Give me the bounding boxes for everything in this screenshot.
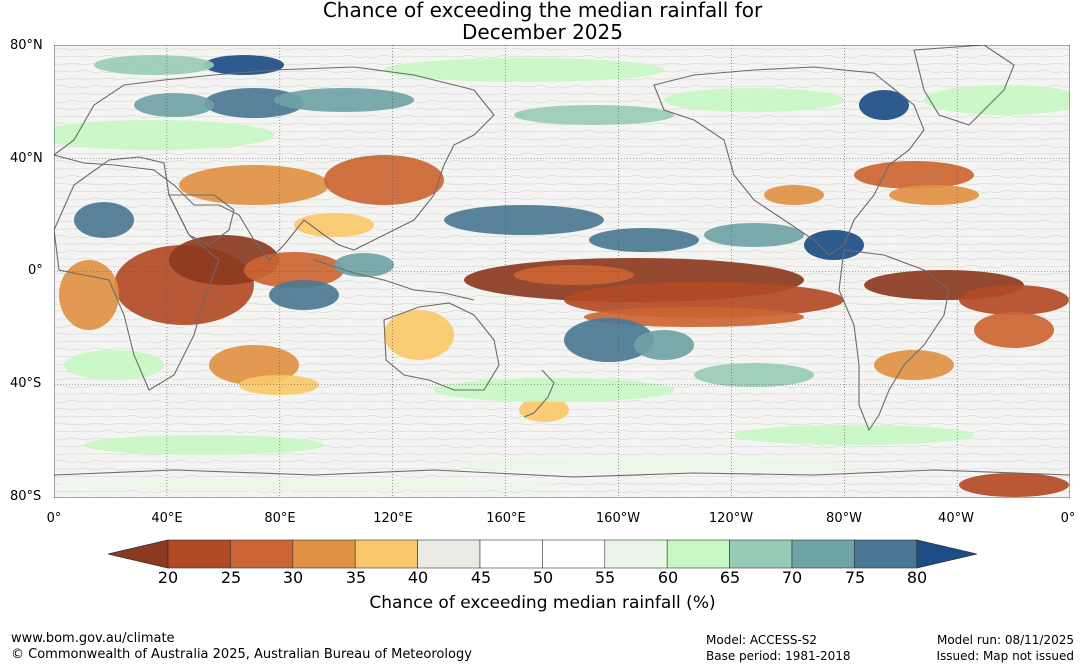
colorbar-tick: 70: [781, 568, 803, 587]
colorbar-segment: [791, 539, 855, 569]
antarctica-outline: [54, 469, 1070, 478]
lon-label-120e: 120°E: [373, 511, 413, 526]
colorbar-segment: [729, 539, 793, 569]
colorbar-tick: 50: [532, 568, 554, 587]
new-zealand-outline: [523, 369, 555, 418]
australia-outline: [383, 302, 500, 391]
footer-url: www.bom.gov.au/climate: [11, 631, 175, 646]
lon-label-360: 0°: [1060, 511, 1076, 526]
colorbar-tick: 65: [719, 568, 741, 587]
colorbar-extend-high: [916, 539, 977, 569]
footer-issued: Issued: Map not issued: [936, 649, 1074, 663]
footer-base-period: Base period: 1981-2018: [706, 649, 851, 663]
lon-label-80e: 80°E: [264, 511, 296, 526]
rainfall-map-canvas: [54, 45, 1070, 498]
colorbar-extend-low: [107, 539, 169, 569]
colorbar-tick: 30: [282, 568, 304, 587]
lat-label-40s: 40°S: [10, 376, 42, 391]
africa-outline: [54, 156, 220, 391]
map-title-line2: December 2025: [462, 20, 623, 44]
map-title-line1: Chance of exceeding the median rainfall …: [322, 0, 763, 22]
colorbar-graphic: [107, 539, 977, 569]
rainfall-map: [54, 45, 1070, 498]
colorbar-segment: [666, 539, 730, 569]
colorbar-label: Chance of exceeding median rainfall (%): [369, 593, 716, 613]
arabia-outline: [168, 194, 235, 246]
colorbar-tick: 60: [657, 568, 679, 587]
colorbar-segment: [479, 539, 543, 569]
colorbar-tick: 55: [594, 568, 616, 587]
graticule: [54, 45, 1070, 498]
footer-model-run: Model run: 08/11/2025: [936, 633, 1074, 647]
colorbar-tick: 80: [906, 568, 928, 587]
colorbar-tick: 25: [220, 568, 242, 587]
lon-label-80w: 80°W: [826, 511, 862, 526]
indonesia-outline: [313, 259, 475, 301]
lat-label-80n: 80°N: [10, 38, 43, 53]
lat-label-80s: 80°S: [10, 489, 42, 504]
lon-label-160e: 160°E: [486, 511, 526, 526]
continent-outlines: [54, 45, 1070, 478]
colorbar-segment: [417, 539, 481, 569]
lon-label-120w: 120°W: [708, 511, 754, 526]
south-america-outline: [838, 249, 950, 432]
north-america-outline: [653, 66, 925, 256]
lon-label-160w: 160°W: [595, 511, 641, 526]
greenland-outline: [913, 45, 1015, 126]
eurasia-outline: [54, 66, 495, 261]
colorbar-tick: 45: [470, 568, 492, 587]
colorbar-tick: 35: [345, 568, 367, 587]
colorbar-segment: [354, 539, 418, 569]
footer-model: Model: ACCESS-S2: [706, 633, 818, 647]
lon-label-40w: 40°W: [938, 511, 974, 526]
colorbar: [107, 538, 978, 574]
lat-label-40n: 40°N: [10, 151, 43, 166]
colorbar-tick: 75: [844, 568, 866, 587]
colorbar-segment: [542, 539, 606, 569]
footer-copyright: © Commonwealth of Australia 2025, Austra…: [11, 647, 472, 662]
colorbar-tick: 40: [407, 568, 429, 587]
colorbar-segment: [292, 539, 356, 569]
colorbar-segment: [604, 539, 668, 569]
lon-label-0: 0°: [46, 511, 62, 526]
lat-label-equator: 0°: [28, 263, 43, 278]
colorbar-segment: [854, 539, 918, 569]
colorbar-segment: [230, 539, 294, 569]
lon-label-40e: 40°E: [151, 511, 183, 526]
colorbar-tick: 20: [157, 568, 179, 587]
colorbar-segment: [167, 539, 231, 569]
anomaly-areas: [54, 55, 1070, 497]
